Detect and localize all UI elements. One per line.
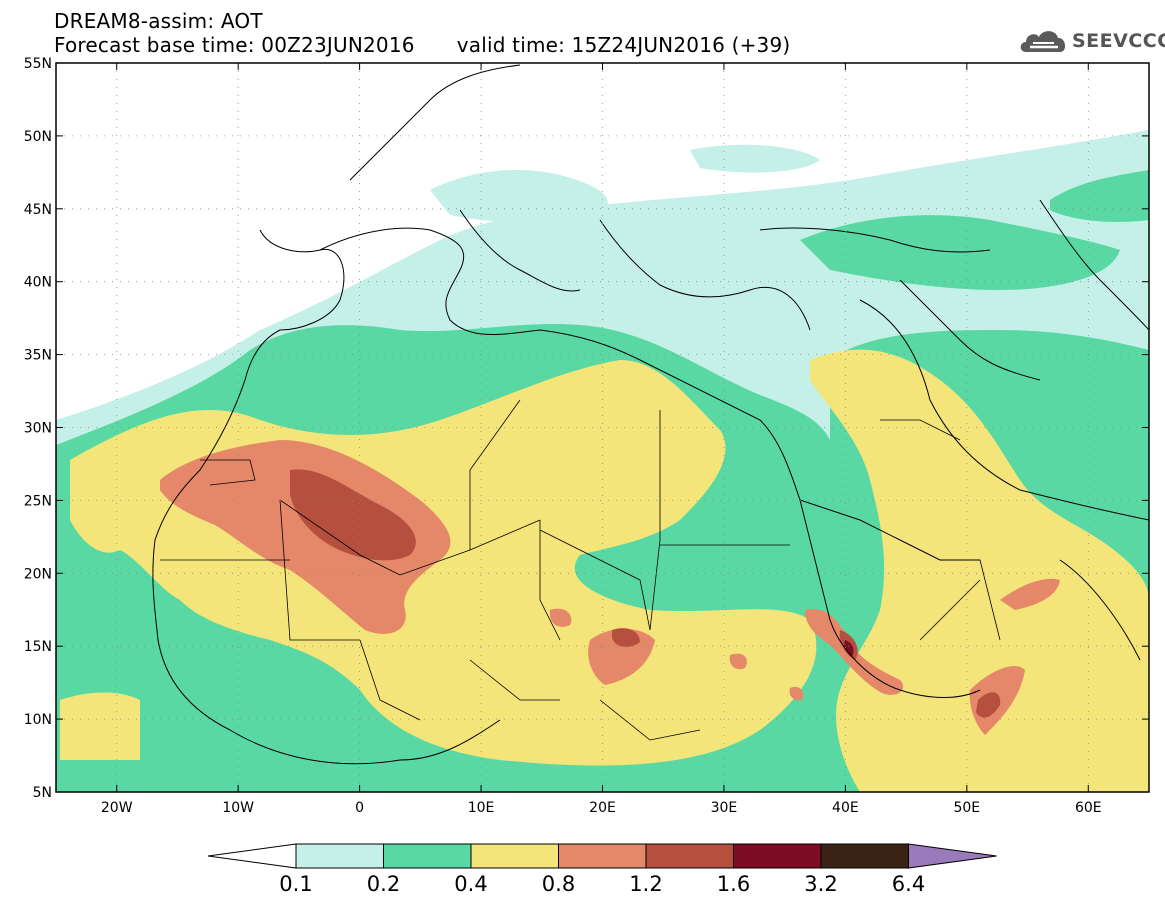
lat-label: 10N: [24, 712, 52, 728]
lon-label: 60E: [1075, 800, 1102, 816]
logo-text: SEEVCCC: [1072, 30, 1165, 52]
colorbar-label: 0.8: [542, 872, 575, 896]
colorbar-label: 6.4: [892, 872, 925, 896]
seevccc-logo: SEEVCCC: [1018, 24, 1165, 58]
colorbar-box: [733, 843, 822, 869]
aot-field: [56, 63, 1149, 792]
coastlines: [152, 64, 1149, 765]
borders: [160, 399, 1001, 741]
valid-time: valid time: 15Z24JUN2016 (+39): [456, 33, 791, 57]
colorbar-low-triangle: [207, 843, 297, 869]
lat-label: 40N: [24, 275, 52, 291]
colorbar-label: 1.2: [629, 872, 662, 896]
cloud-icon: [1020, 31, 1066, 52]
lat-label: 15N: [24, 639, 52, 655]
lon-label: 20W: [101, 800, 133, 816]
colorbar-label: 0.4: [454, 872, 487, 896]
colorbar-box: [558, 843, 647, 869]
lon-labels: 20W 10W 0 10E 20E 30E 40E 50E 60E: [101, 800, 1102, 816]
colorbar-boxes: [207, 843, 997, 869]
colorbar-box: [645, 843, 734, 869]
colorbar-labels: 0.1 0.2 0.4 0.8 1.2 1.6 3.2 6.4: [279, 872, 925, 896]
map-title: DREAM8-assim: AOT: [54, 9, 263, 33]
lon-label: 20E: [589, 800, 616, 816]
colorbar-box: [470, 843, 559, 869]
lon-label: 10W: [222, 800, 254, 816]
base-time: Forecast base time: 00Z23JUN2016: [54, 33, 415, 57]
colorbar-high-triangle: [908, 843, 997, 869]
lon-label: 30E: [711, 800, 738, 816]
colorbar-box: [383, 843, 472, 869]
colorbar-label: 0.1: [279, 872, 312, 896]
lat-label: 45N: [24, 202, 52, 218]
lat-label: 35N: [24, 348, 52, 364]
colorbar-label: 3.2: [804, 872, 837, 896]
colorbar-label: 1.6: [717, 872, 750, 896]
lat-label: 20N: [24, 566, 52, 582]
forecast-times: Forecast base time: 00Z23JUN2016 valid ti…: [54, 34, 790, 56]
lat-label: 5N: [33, 785, 52, 801]
lat-label: 25N: [24, 493, 52, 509]
aot-band-1.6-3.2: [844, 640, 854, 656]
colorbar-label: 0.2: [367, 872, 400, 896]
lon-label: 0: [355, 800, 364, 816]
colorbar-box: [820, 843, 909, 869]
lat-labels: 5N 10N 15N 20N 25N 30N 35N 40N 45N 50N 55N: [24, 56, 52, 801]
lat-label: 30N: [24, 421, 52, 437]
map-frame: [55, 62, 1150, 793]
colorbar-box: [295, 843, 384, 869]
lon-label: 10E: [468, 800, 495, 816]
graticule: [56, 62, 1149, 793]
lat-label: 50N: [24, 129, 52, 145]
lon-label: 40E: [832, 800, 859, 816]
lon-label: 50E: [953, 800, 980, 816]
lat-label: 55N: [24, 56, 52, 72]
